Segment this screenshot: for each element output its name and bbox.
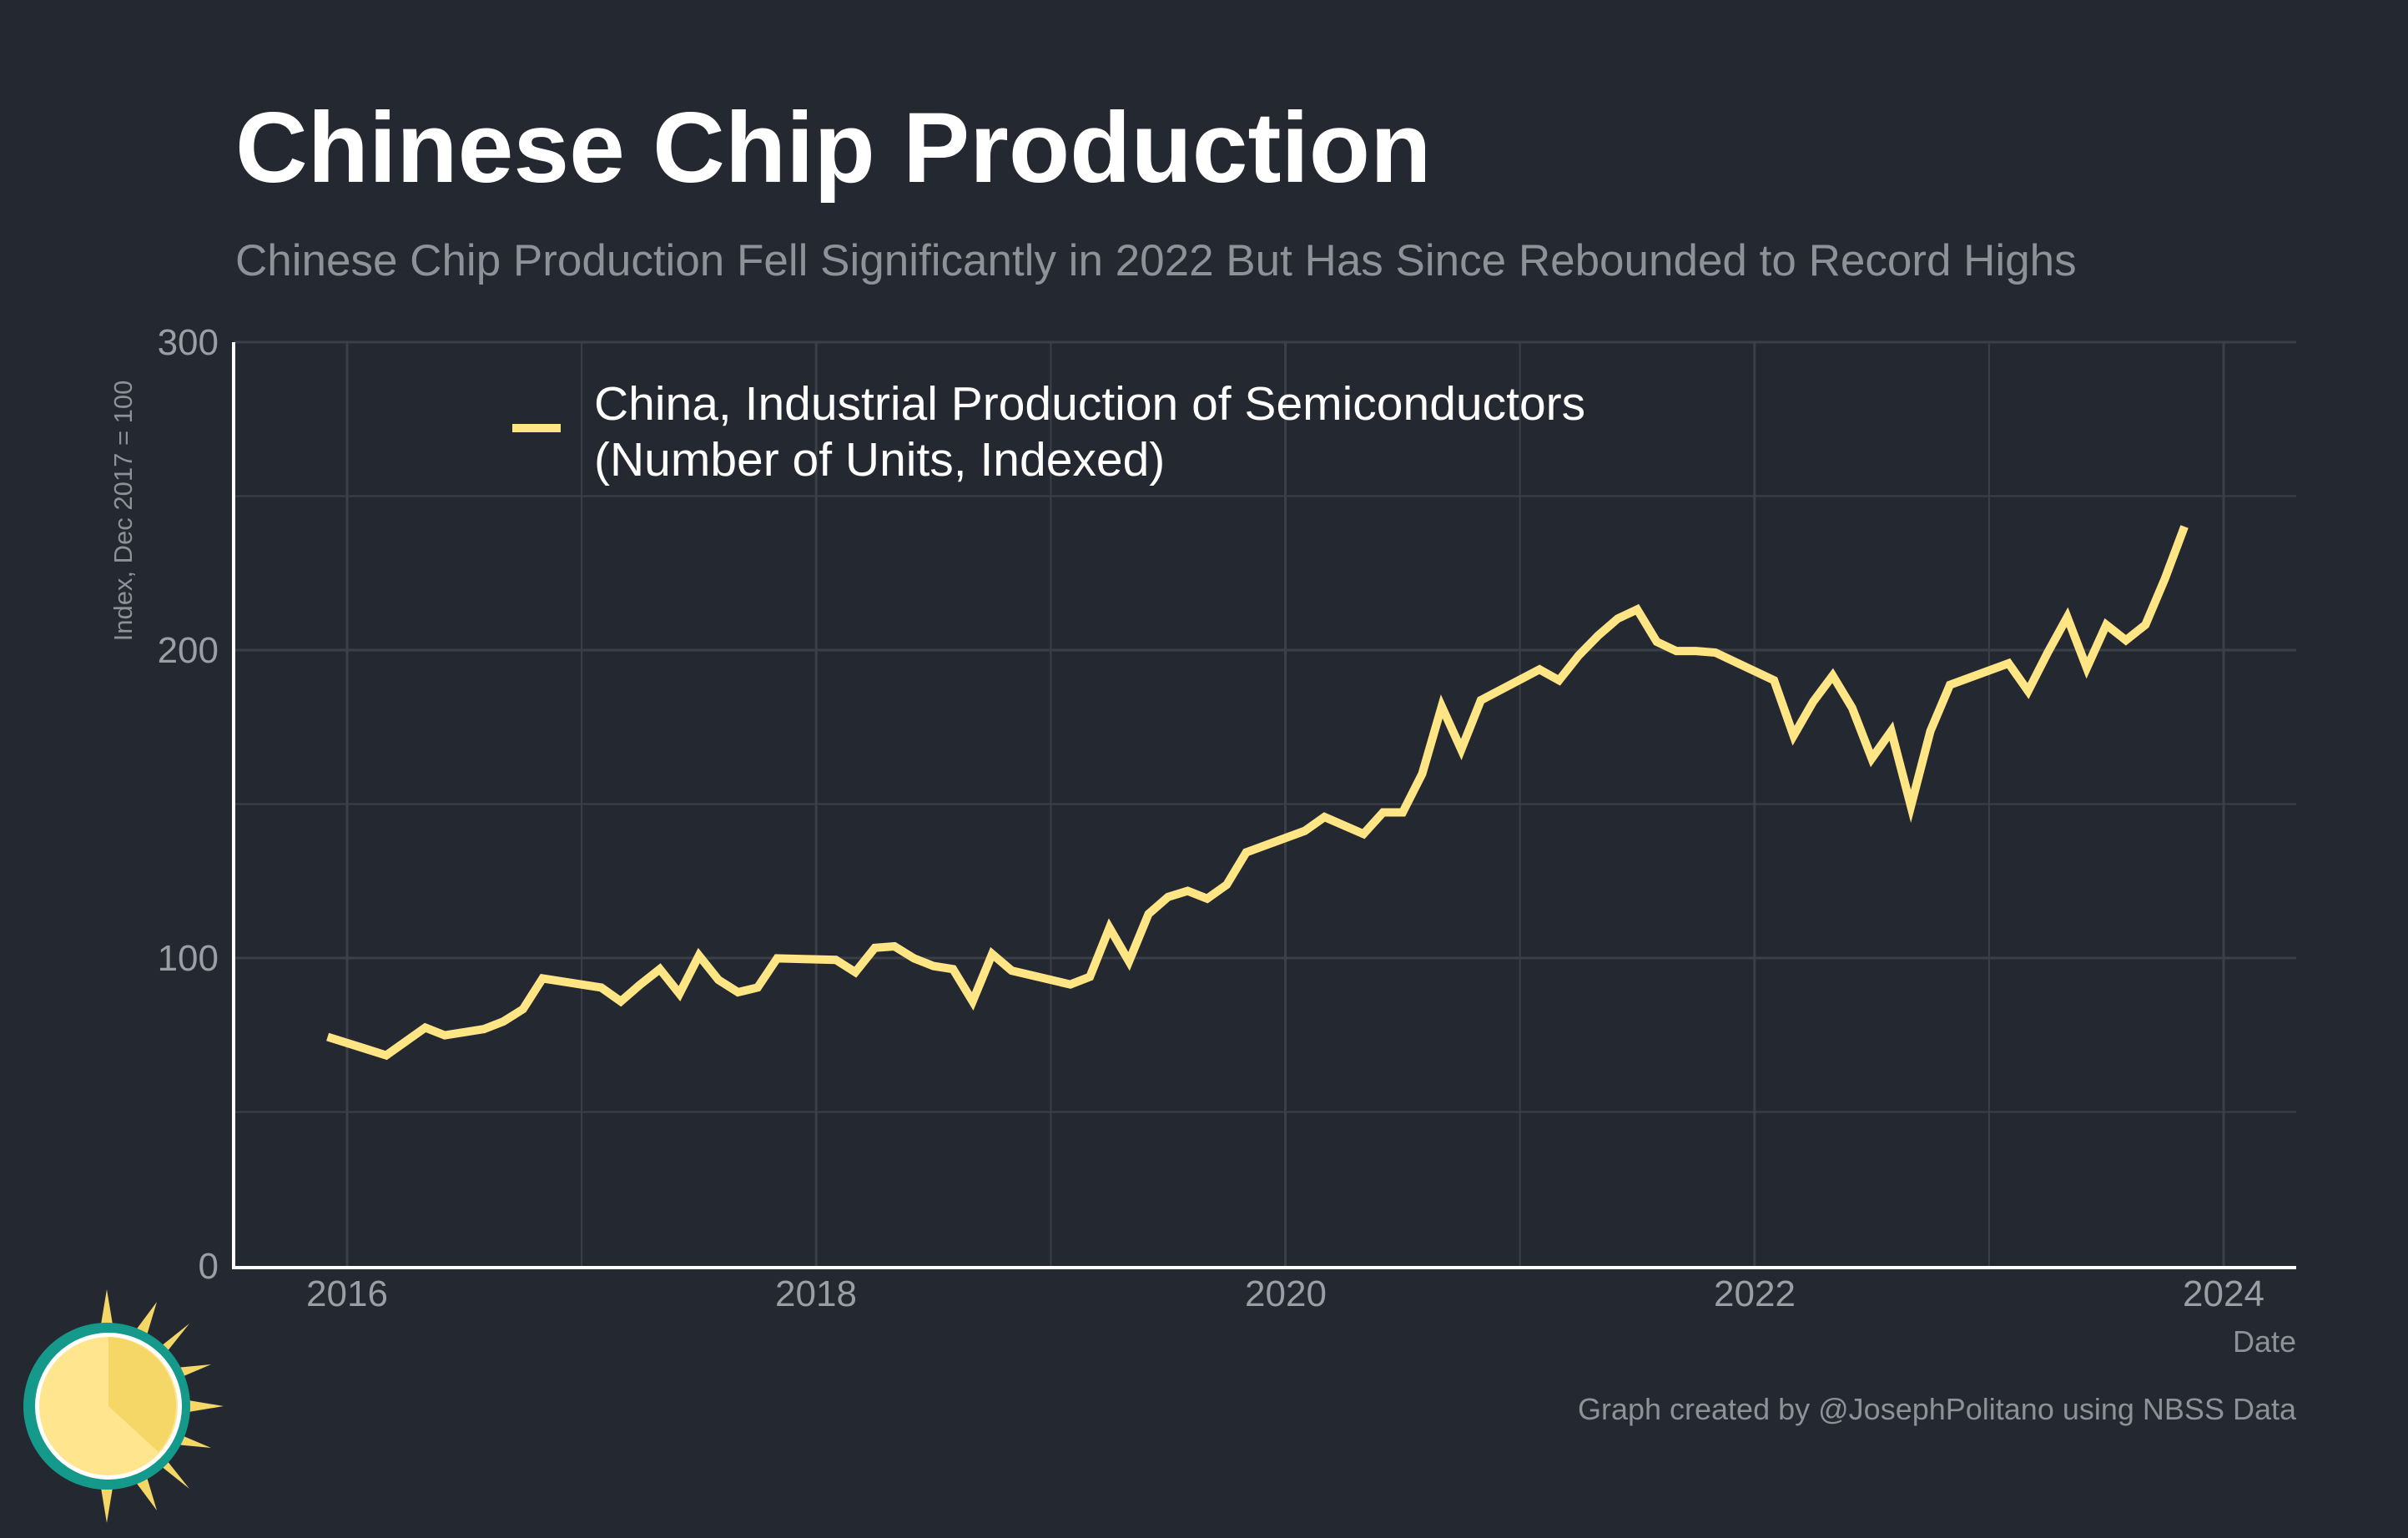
- legend-label: China, Industrial Production of Semicond…: [594, 377, 1585, 431]
- legend: China, Industrial Production of Semicond…: [512, 377, 1585, 487]
- caption: Graph created by @JosephPolitano using N…: [1578, 1392, 2297, 1426]
- x-axis-label: Date: [2233, 1324, 2296, 1359]
- x-tick-label: 2024: [2183, 1273, 2264, 1314]
- y-tick-labels: 0 100 200 300: [158, 322, 219, 1287]
- series-line: [326, 525, 2189, 1061]
- axes: [232, 342, 2296, 1269]
- grid: [234, 340, 2296, 1266]
- y-tick-label: 100: [158, 938, 219, 979]
- x-tick-label: 2020: [1245, 1273, 1327, 1314]
- chart-subtitle: Chinese Chip Production Fell Significant…: [235, 236, 2077, 285]
- x-tick-label: 2016: [306, 1273, 388, 1314]
- y-tick-label: 300: [158, 322, 219, 363]
- x-tick-label: 2022: [1714, 1273, 1796, 1314]
- legend-label-line2: (Number of Units, Indexed): [594, 433, 1165, 487]
- y-tick-label: 0: [199, 1246, 219, 1287]
- chart-title: Chinese Chip Production: [235, 92, 1432, 204]
- sun-logo-icon: [23, 1289, 224, 1523]
- x-tick-labels: 2016 2018 2020 2022 2024: [306, 1273, 2264, 1314]
- y-tick-label: 200: [158, 630, 219, 671]
- x-tick-label: 2018: [775, 1273, 857, 1314]
- y-axis-label: Index, Dec 2017 = 100: [108, 381, 138, 642]
